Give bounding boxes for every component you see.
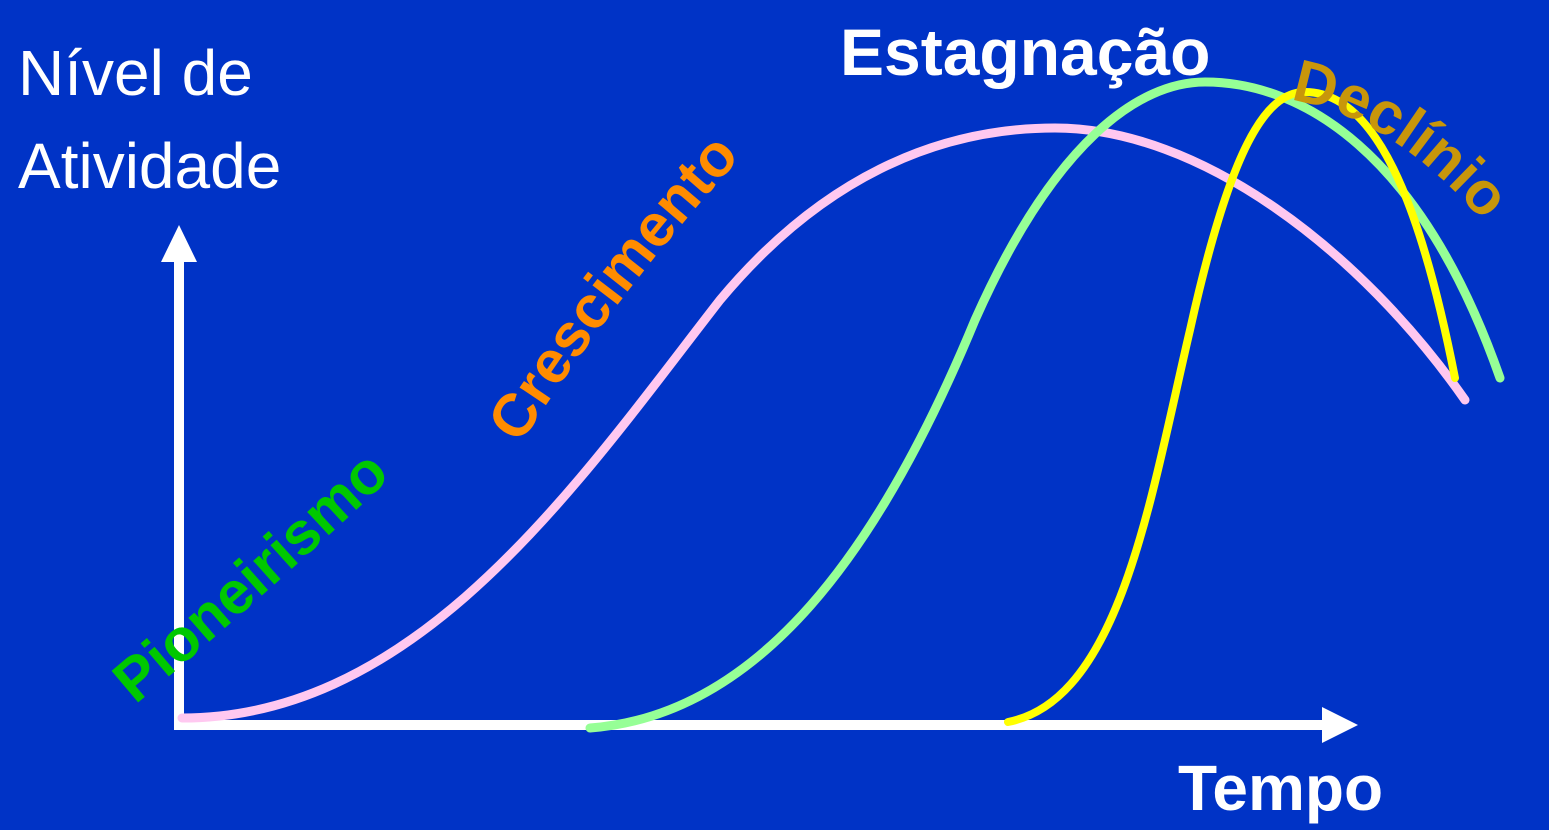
stage-label-estagnacao: Estagnação: [840, 15, 1210, 89]
x-axis-label: Tempo: [1178, 752, 1383, 824]
y-axis-arrowhead: [161, 225, 197, 262]
y-axis-label-line2: Atividade: [18, 130, 281, 202]
curve-yellow: [1004, 87, 1459, 726]
x-axis-arrowhead: [1322, 707, 1358, 743]
curve-green: [585, 77, 1505, 733]
y-axis-label-line1: Nível de: [18, 37, 253, 109]
stage-label-crescimento: Crescimento: [475, 121, 751, 452]
curve-pink: [177, 123, 1470, 723]
